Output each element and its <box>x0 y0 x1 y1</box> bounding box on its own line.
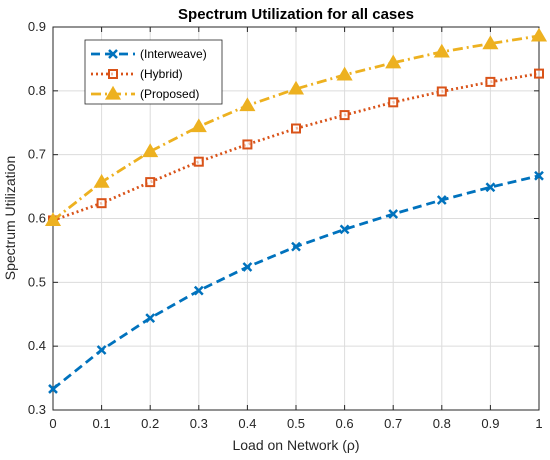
data-point <box>436 86 447 97</box>
legend-box <box>84 39 223 105</box>
data-point <box>48 384 58 394</box>
data-point <box>388 209 399 219</box>
data-point <box>96 198 107 209</box>
data-point <box>433 43 450 58</box>
x-tick-label: 0.2 <box>141 416 159 431</box>
data-point <box>534 68 544 79</box>
data-point <box>385 54 402 69</box>
x-tick-label: 1 <box>535 416 542 431</box>
data-point <box>287 80 305 95</box>
x-tick-label: 0.7 <box>384 416 402 431</box>
legend-marker <box>108 49 118 59</box>
data-point <box>239 97 256 112</box>
data-point <box>485 76 496 87</box>
data-point <box>96 345 107 355</box>
legend-label: (Hybrid) <box>140 67 183 81</box>
x-tick-label: 0 <box>49 416 56 431</box>
legend-label: (Interweave) <box>140 47 207 61</box>
y-axis-label: Spectrum Utilization <box>2 156 18 281</box>
data-point <box>193 285 204 296</box>
data-point <box>291 123 301 134</box>
y-tick-label: 0.8 <box>28 83 46 98</box>
data-point <box>145 313 156 323</box>
x-tick-label: 0.9 <box>481 416 499 431</box>
data-point <box>93 173 110 188</box>
data-point <box>190 118 207 133</box>
x-tick-label: 0.4 <box>238 416 256 431</box>
data-point <box>145 177 156 188</box>
x-tick-label: 0.8 <box>433 416 451 431</box>
data-point <box>336 66 353 81</box>
data-point <box>291 241 301 252</box>
series-layer <box>44 27 548 394</box>
data-point <box>388 97 399 108</box>
axis-ticks: 0 0.1 0.2 0.3 0.4 0.5 0.6 0.7 0.8 0.9 1 0.3 0.4 0.5 0.… <box>28 19 543 431</box>
chart-title: Spectrum Utilization for all cases <box>178 6 414 23</box>
x-tick-label: 0.6 <box>336 416 354 431</box>
data-point <box>530 27 548 42</box>
x-tick-label: 0.5 <box>287 416 305 431</box>
data-point <box>339 110 350 121</box>
data-point <box>436 195 447 205</box>
data-point <box>485 182 496 193</box>
x-axis-label: Load on Network (ρ) <box>232 437 359 453</box>
legend-marker <box>104 85 122 100</box>
legend-label: (Proposed) <box>140 87 199 101</box>
legend: (Interweave) (Hybrid) (Proposed) <box>84 39 223 105</box>
data-point <box>142 143 159 158</box>
data-point <box>242 139 253 150</box>
y-tick-label: 0.3 <box>28 402 46 417</box>
y-tick-label: 0.5 <box>28 274 46 289</box>
data-point <box>242 262 253 272</box>
legend-marker <box>108 69 118 79</box>
x-tick-label: 0.1 <box>93 416 111 431</box>
series-line <box>52 34 540 222</box>
data-point <box>339 224 350 235</box>
x-tick-label: 0.3 <box>190 416 208 431</box>
y-tick-label: 0.6 <box>28 211 46 226</box>
series-2 <box>44 27 548 227</box>
data-point <box>534 170 544 181</box>
data-point <box>193 156 204 167</box>
y-tick-label: 0.9 <box>28 19 46 34</box>
series-0 <box>48 170 544 394</box>
y-tick-label: 0.7 <box>28 147 46 162</box>
data-point <box>482 35 499 50</box>
series-line <box>52 72 540 222</box>
y-tick-label: 0.4 <box>28 338 46 353</box>
data-point <box>44 212 62 227</box>
